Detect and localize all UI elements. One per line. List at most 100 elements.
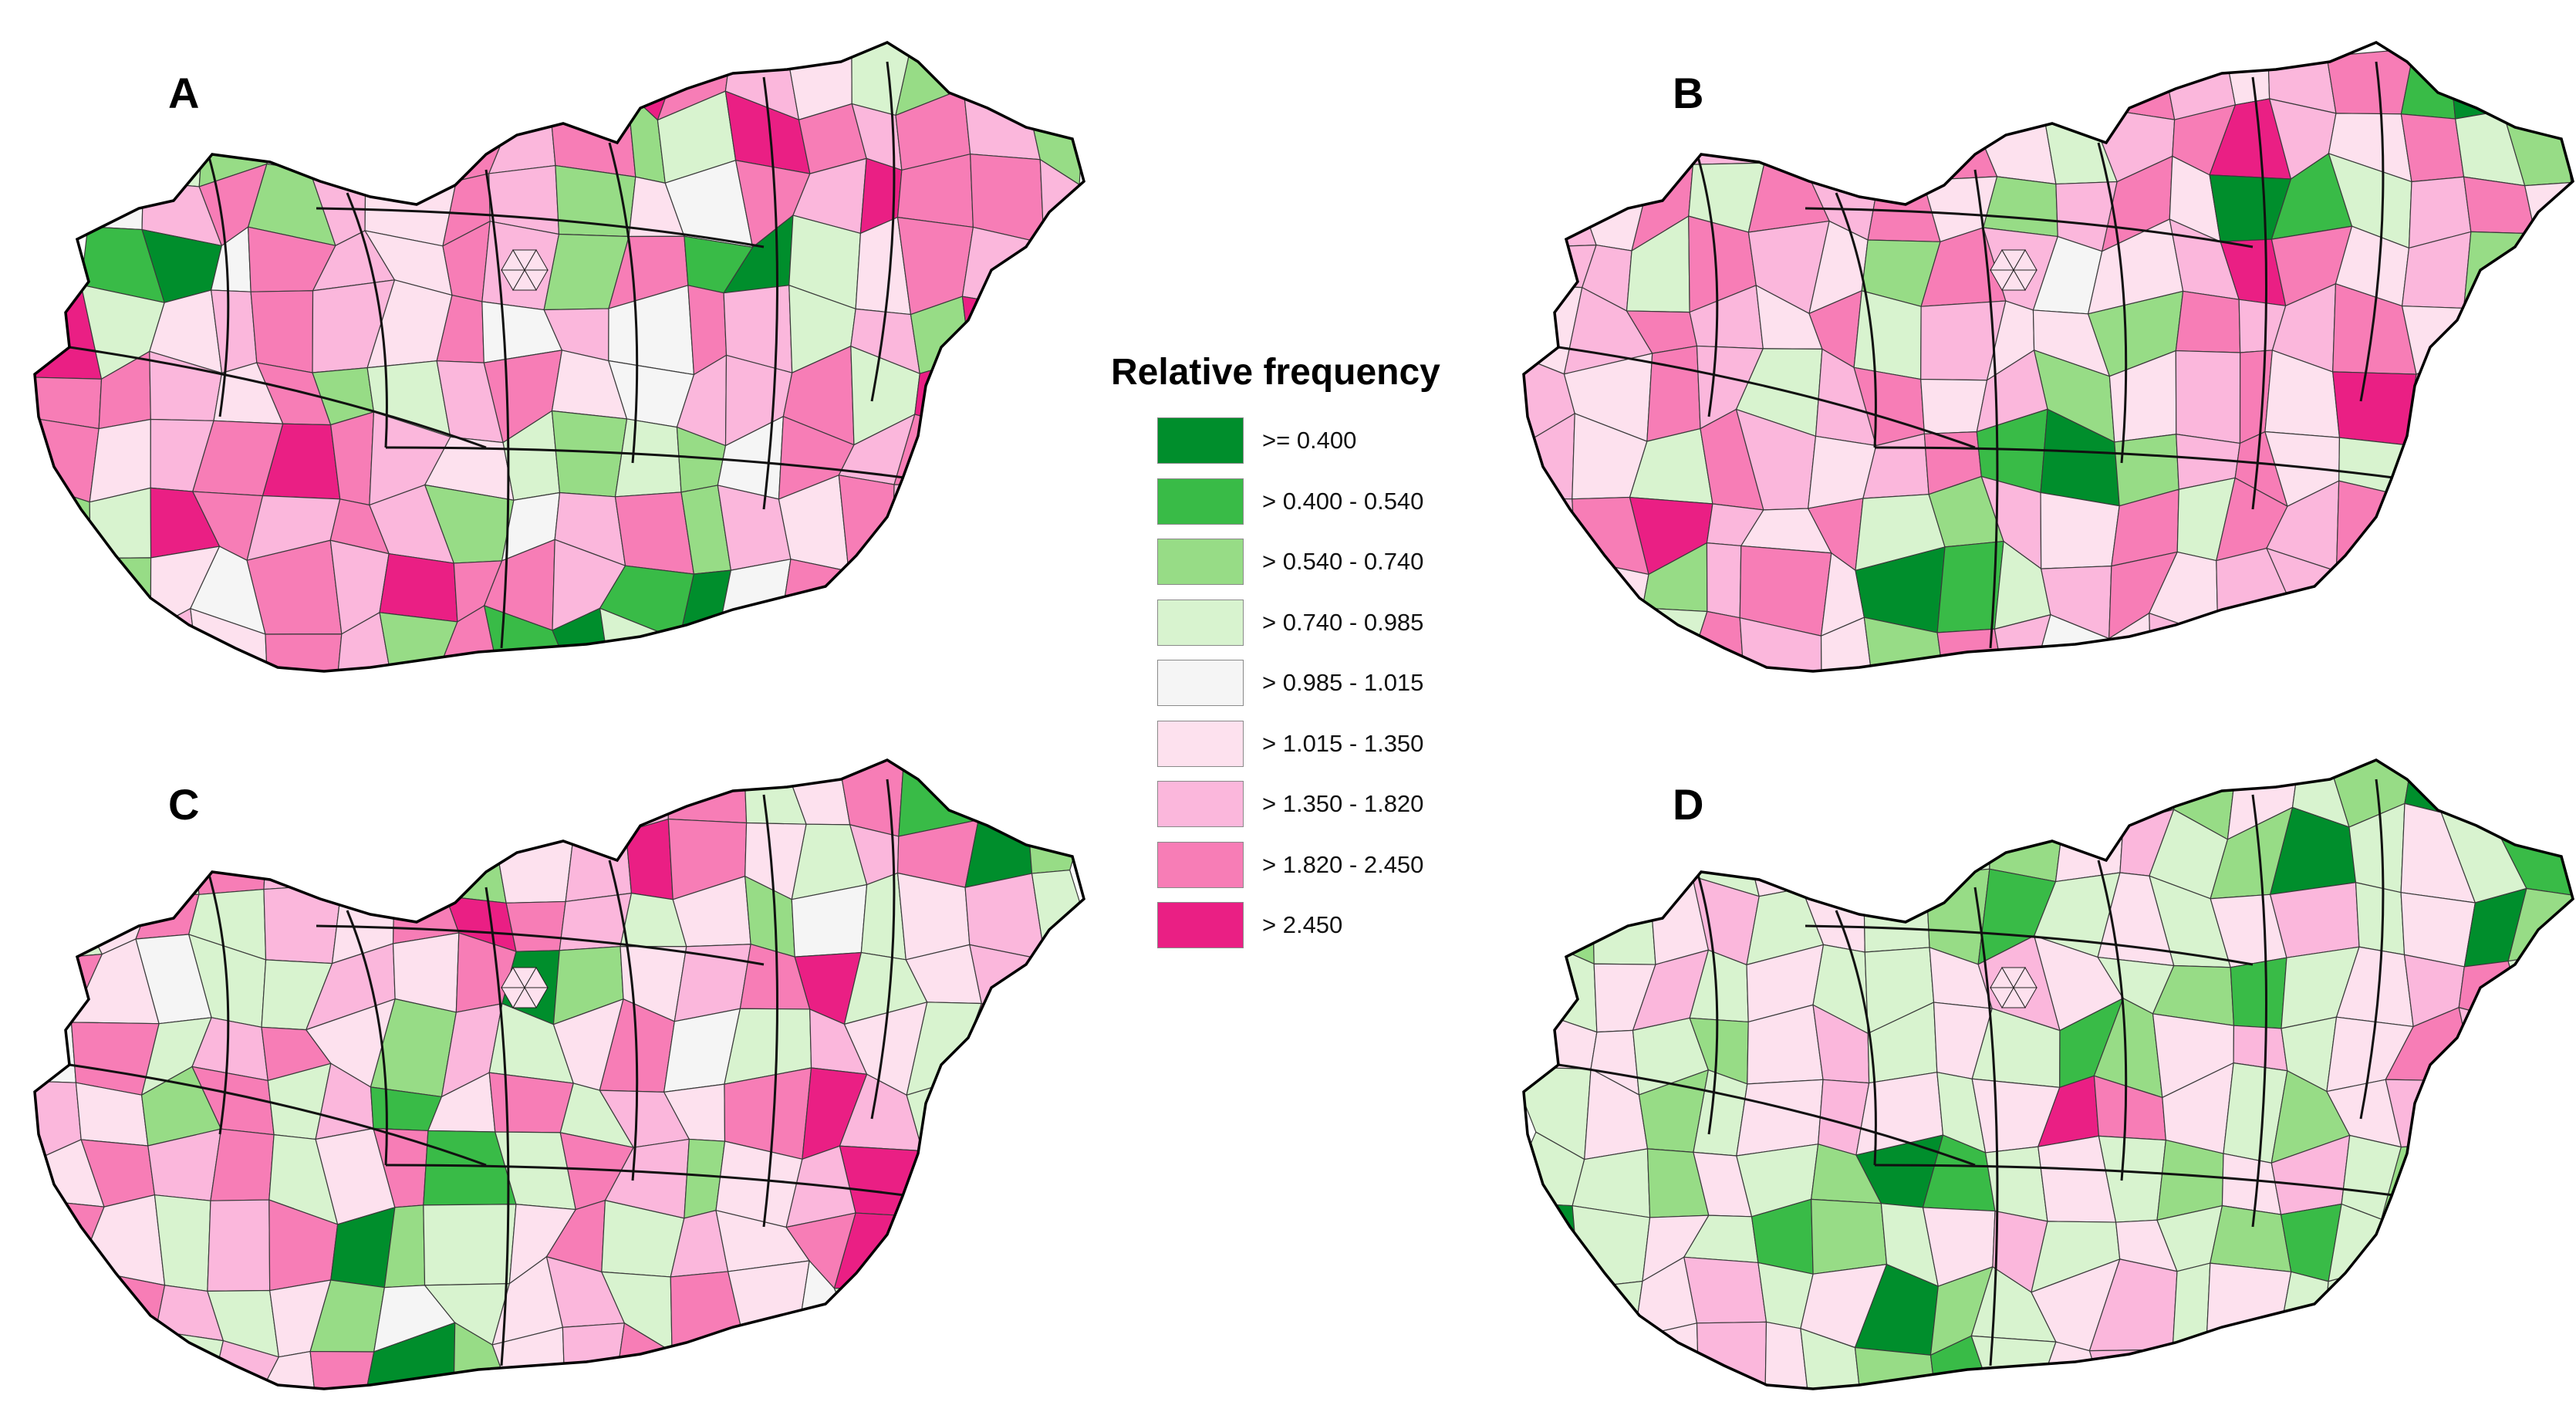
district — [961, 226, 1047, 311]
legend-item: > 0.985 - 1.015 — [1111, 653, 1481, 714]
district — [488, 1072, 575, 1133]
district — [1811, 1198, 1888, 1275]
district — [2404, 760, 2446, 813]
district — [565, 812, 633, 903]
legend-item: > 0.400 - 0.540 — [1111, 471, 1481, 532]
legend-item: > 2.450 — [1111, 895, 1481, 956]
county-boundary — [346, 192, 388, 448]
district — [337, 611, 393, 671]
map-panel-d — [1512, 733, 2576, 1412]
district — [1736, 1079, 1824, 1157]
legend-label: > 0.740 - 0.985 — [1262, 608, 1424, 636]
district — [423, 1204, 517, 1286]
legend-swatch — [1157, 720, 1244, 767]
district — [437, 803, 507, 904]
county-boundary — [870, 779, 896, 1120]
district — [963, 87, 1042, 160]
country-outline — [1522, 41, 2574, 673]
legend-swatch — [1157, 841, 1244, 888]
district — [2210, 1204, 2292, 1272]
district — [2332, 371, 2417, 446]
district — [896, 872, 971, 961]
county-boundary — [2251, 76, 2267, 510]
district — [1984, 1146, 2048, 1222]
country-outline — [33, 758, 1085, 1390]
district — [721, 611, 782, 671]
district — [778, 558, 849, 640]
district — [614, 418, 682, 498]
district — [2380, 1200, 2470, 1288]
district — [309, 1350, 375, 1389]
county-boundary — [69, 1063, 487, 1167]
legend-label: > 0.985 - 1.015 — [1262, 669, 1424, 697]
county-boundary — [1696, 154, 1719, 417]
hungary-choropleth-c — [33, 758, 1085, 1390]
budapest-districts — [501, 967, 549, 1008]
district — [2054, 806, 2124, 883]
legend-item: >= 0.400 — [1111, 410, 1481, 471]
legend-item: > 1.820 - 2.450 — [1111, 835, 1481, 896]
district — [1922, 84, 1998, 181]
district — [1800, 1327, 1864, 1389]
panel-label-b: B — [1673, 69, 1704, 117]
hungary-choropleth-d — [1522, 758, 2574, 1390]
district — [721, 558, 792, 640]
district — [488, 103, 556, 174]
county-boundary — [608, 860, 639, 1181]
district — [1989, 806, 2066, 883]
district — [207, 1199, 271, 1292]
district — [1853, 290, 1922, 380]
district — [379, 612, 458, 671]
county-boundary — [385, 1164, 911, 1197]
county-boundary — [1835, 910, 1877, 1166]
hungary-choropleth-a — [33, 41, 1085, 673]
district — [87, 181, 144, 231]
legend-item: > 0.540 - 0.740 — [1111, 532, 1481, 593]
county-boundary — [2251, 794, 2267, 1228]
district — [2040, 491, 2120, 569]
district — [2400, 113, 2465, 183]
county-boundary — [2359, 61, 2385, 402]
district — [833, 1287, 910, 1330]
district — [2385, 1079, 2476, 1148]
map-panel-b — [1512, 15, 2576, 694]
district — [1970, 1335, 2057, 1389]
legend-swatch — [1157, 417, 1244, 464]
district — [263, 819, 343, 890]
district — [265, 633, 343, 671]
county-boundary — [69, 346, 487, 449]
county-boundary — [1805, 207, 2254, 248]
district — [2269, 882, 2360, 958]
district — [89, 557, 152, 640]
district — [1683, 1256, 1767, 1324]
district — [2458, 1006, 2527, 1089]
district — [1524, 498, 1576, 560]
country-outline — [33, 41, 1085, 673]
district — [1862, 871, 1930, 953]
legend-swatch — [1157, 599, 1244, 646]
legend-swatch — [1157, 478, 1244, 525]
budapest-districts — [1990, 967, 2038, 1008]
district — [614, 491, 695, 575]
county-boundary — [1973, 169, 1999, 649]
map-panel-c — [23, 733, 1088, 1412]
district — [1936, 628, 2005, 671]
district — [263, 883, 343, 964]
district — [491, 812, 577, 904]
county-boundary — [608, 142, 639, 464]
district — [1696, 1321, 1767, 1389]
district — [210, 1128, 275, 1201]
country-outline — [1522, 758, 2574, 1390]
legend-label: > 2.450 — [1262, 911, 1343, 939]
county-boundary — [484, 887, 510, 1366]
legend-item: > 1.350 - 1.820 — [1111, 774, 1481, 835]
county-boundary — [1973, 887, 1999, 1366]
district — [892, 484, 969, 552]
county-boundary — [484, 169, 510, 649]
district — [189, 804, 268, 895]
district — [252, 1350, 318, 1389]
legend-title: Relative frequency — [1111, 352, 1440, 393]
district — [667, 760, 748, 824]
district — [1982, 176, 2058, 238]
panel-label-a: A — [168, 69, 200, 117]
